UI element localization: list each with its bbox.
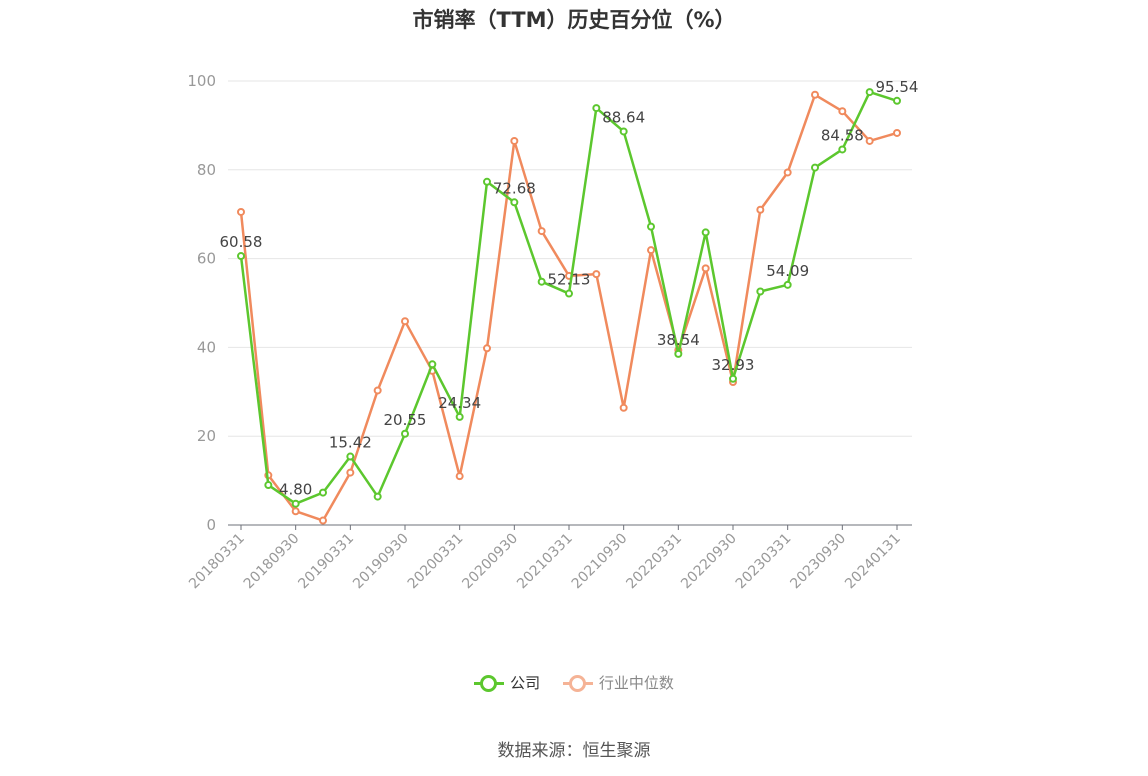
data-label: 20.55 xyxy=(384,411,427,429)
series-lines xyxy=(237,88,901,525)
y-tick-label: 0 xyxy=(206,516,216,534)
company-point xyxy=(619,127,628,136)
x-tick-label: 20190930 xyxy=(350,531,412,593)
legend-item-industry-median[interactable]: 行业中位数 xyxy=(562,672,674,693)
industry-median-point xyxy=(237,207,245,216)
data-label: 88.64 xyxy=(602,108,645,126)
data-label: 52.13 xyxy=(548,271,591,289)
company-point xyxy=(565,289,573,298)
industry-median-point xyxy=(865,136,874,145)
company-point xyxy=(319,488,327,497)
company-point xyxy=(483,177,491,186)
x-tick-label: 20230331 xyxy=(733,531,795,593)
y-tick-label: 60 xyxy=(197,250,216,268)
industry-median-point xyxy=(401,317,409,326)
data-labels: 60.58 4.80 15.42 20.55 24.34 72.68 52.13 88.64 3… xyxy=(220,78,919,499)
x-tick-label: 20200930 xyxy=(459,531,521,593)
x-tick-label: 20220930 xyxy=(678,531,740,593)
company-point xyxy=(811,163,819,172)
legend: 公司 行业中位数 xyxy=(0,672,1148,694)
legend-item-company[interactable]: 公司 xyxy=(474,672,540,693)
industry-median-point xyxy=(838,107,847,116)
company-point xyxy=(455,412,464,421)
company-point xyxy=(592,104,601,113)
y-tick-label: 20 xyxy=(197,427,216,445)
x-tick-label: 20180930 xyxy=(241,531,303,593)
company-point xyxy=(729,374,737,383)
company-point xyxy=(346,452,355,461)
company-point xyxy=(373,492,382,501)
data-label: 60.58 xyxy=(220,233,263,251)
y-tick-label: 40 xyxy=(197,338,216,356)
data-label: 15.42 xyxy=(329,434,372,452)
data-label: 95.54 xyxy=(876,78,919,96)
x-tick-label: 20200331 xyxy=(405,531,467,593)
industry-median-point xyxy=(510,136,519,145)
x-tick-label: 20180331 xyxy=(186,531,248,593)
industry-median-point xyxy=(701,264,710,273)
company-point xyxy=(783,280,792,289)
x-tick-label: 20210331 xyxy=(514,531,576,593)
industry-median-point xyxy=(592,270,601,279)
y-tick-label: 80 xyxy=(197,161,216,179)
legend-industry-label: 行业中位数 xyxy=(598,674,674,692)
x-tick-label: 20230930 xyxy=(787,531,849,593)
company-point xyxy=(674,349,683,358)
data-label: 38.54 xyxy=(657,331,700,349)
industry-median-point xyxy=(783,168,792,177)
data-label: 72.68 xyxy=(493,179,536,197)
data-label: 4.80 xyxy=(279,481,312,499)
legend-company-label: 公司 xyxy=(510,674,541,692)
industry-median-point xyxy=(647,246,655,255)
industry-median-point xyxy=(483,344,491,353)
company-point xyxy=(756,287,765,296)
company-point xyxy=(401,429,409,438)
source-note: 数据来源：恒生聚源 xyxy=(497,741,651,761)
x-tick-label: 20220331 xyxy=(623,531,685,593)
industry-median-point xyxy=(455,472,464,481)
company-point xyxy=(838,145,847,154)
data-label: 84.58 xyxy=(821,126,864,144)
x-tick-label: 20190331 xyxy=(295,531,357,593)
company-point xyxy=(428,360,437,369)
industry-median-point xyxy=(373,386,382,395)
company-point xyxy=(264,481,273,490)
company-point xyxy=(893,96,901,105)
industry-median-point xyxy=(537,227,546,236)
industry-median-point xyxy=(756,205,765,214)
industry-median-line xyxy=(239,93,898,522)
industry-median-point xyxy=(811,90,819,99)
legend-industry-marker xyxy=(562,674,593,692)
industry-median-point xyxy=(346,468,355,477)
data-label: 54.09 xyxy=(766,262,809,280)
company-point xyxy=(865,88,874,97)
x-tick-label: 20240131 xyxy=(842,531,904,593)
industry-median-point xyxy=(291,507,300,516)
industry-median-point xyxy=(619,403,628,412)
industry-median-point xyxy=(319,516,327,525)
data-label: 32.93 xyxy=(712,356,755,374)
data-label: 24.34 xyxy=(438,394,481,412)
x-tick-label: 20210930 xyxy=(569,531,631,593)
chart-title: 市销率（TTM）历史百分位（%） xyxy=(412,8,736,32)
company-point xyxy=(510,198,519,207)
company-point xyxy=(291,499,300,508)
company-point xyxy=(647,222,655,231)
company-point xyxy=(537,277,546,286)
legend-company-marker xyxy=(474,674,505,692)
company-point xyxy=(701,228,710,237)
y-tick-label: 100 xyxy=(187,72,216,90)
grid-lines xyxy=(228,80,912,437)
company-point xyxy=(237,252,245,261)
industry-median-point xyxy=(893,128,901,137)
